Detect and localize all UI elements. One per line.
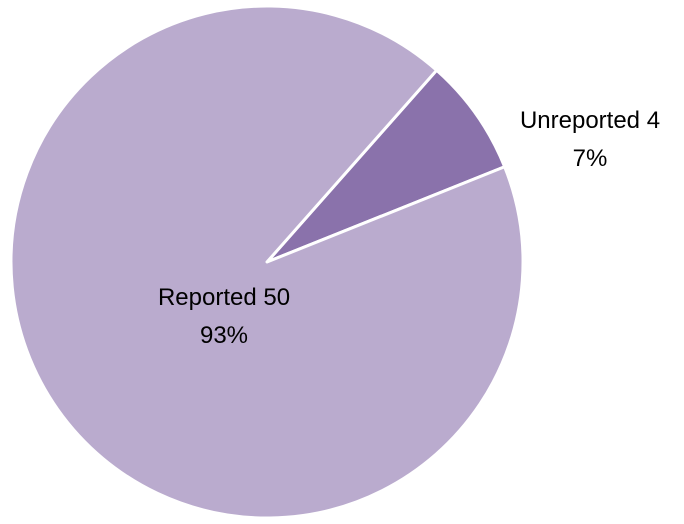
data-label-unreported-name: Unreported 4 [520, 107, 660, 134]
pie-slice-reported [9, 4, 525, 520]
pie-slice-unreported [265, 68, 507, 264]
pie-slices [9, 4, 525, 520]
data-label-unreported-percent: 7% [573, 145, 608, 172]
pie-data-labels: Unreported 4 7% Reported 50 93% [158, 107, 660, 349]
data-label-reported-name: Reported 50 [158, 284, 290, 311]
data-label-reported-percent: 93% [200, 322, 248, 349]
